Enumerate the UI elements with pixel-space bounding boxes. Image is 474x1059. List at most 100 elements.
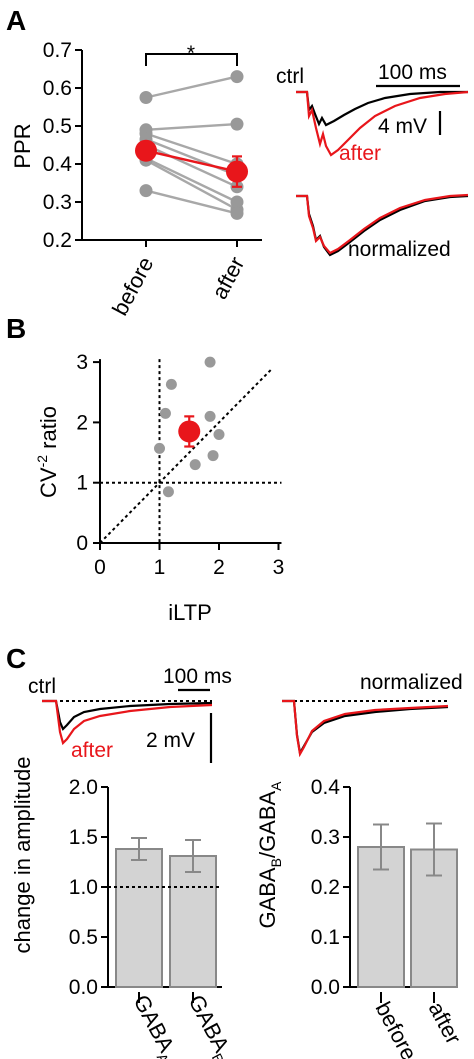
ppr-mean-line [145, 149, 238, 173]
ratio-y-tick-label: 0.4 [311, 776, 341, 799]
ppr-label-time-scale: 100 ms [378, 61, 447, 84]
ppr-pair-line [145, 132, 238, 166]
gaba-b-category-label: GABAB [180, 991, 239, 1059]
ref-line-identity [99, 367, 274, 544]
panel-letter-a: A [6, 5, 26, 36]
cv-data-point [165, 378, 177, 390]
cv-mean-point [178, 420, 201, 443]
ratio-y-tick-label: 0.1 [311, 926, 340, 949]
ppr-x-tick-label: after [207, 253, 250, 304]
change-amplitude-chart: 0.0 0.5 1.0 1.5 2.0 [69, 776, 222, 1003]
ppr-pair-line [145, 143, 238, 188]
cv-y-tick-label: 2 [76, 411, 88, 434]
ratio-x-tick-label: after [424, 998, 467, 1049]
gaba-a-category-label: GABAA [125, 991, 184, 1059]
cv-data-point [154, 442, 165, 454]
amp-y-tick-label: 1.0 [69, 876, 98, 899]
amp-y-tick-label: 0.0 [69, 976, 98, 999]
ppr-traces [296, 84, 469, 257]
ppr-pair-line [145, 138, 238, 177]
cv-iltp-chart: 0 1 2 3 0 1 2 3 [76, 351, 284, 579]
cv-y-tick-label: 0 [76, 532, 88, 555]
iltp-x-tick-label: 3 [273, 556, 285, 579]
ppr-y-tick-label: 0.7 [43, 39, 72, 62]
ppr-before-point [139, 184, 153, 198]
ppr-after-point [230, 117, 244, 131]
gaba-label-voltage-scale: 2 mV [146, 729, 195, 752]
gaba-ratio-chart: 0.0 0.1 0.2 0.3 0.4 before after [311, 776, 467, 1059]
svg-text:GABAB: GABAB [180, 991, 239, 1059]
gaba-ratio-s1: B [268, 858, 284, 867]
gaba-a-base: GABA [129, 991, 180, 1057]
amp-y-tick-label: 1.5 [69, 826, 98, 849]
ppr-trace-after [296, 90, 469, 157]
amp-y-tick-label: 2.0 [69, 776, 98, 799]
ppr-y-tick-label: 0.4 [43, 153, 73, 176]
ratio-y-tick-label: 0.0 [311, 976, 340, 999]
cv-ylabel-sup: -2 [34, 455, 50, 468]
gaba-ratio-slash: /GABA [255, 790, 280, 858]
gaba-ratio-s2: A [268, 781, 284, 791]
gaba-trace-normalized-ctrl [282, 699, 449, 757]
ppr-ylabel: PPR [10, 123, 35, 168]
ppr-pair-line [145, 189, 238, 215]
amp-y-tick-label: 0.5 [69, 926, 98, 949]
ppr-y-tick-label: 0.2 [43, 229, 72, 252]
ppr-label-normalized: normalized [348, 238, 451, 261]
ppr-mean-point [135, 139, 157, 162]
gaba-b-base: GABA [184, 991, 235, 1057]
iltp-xlabel: iLTP [168, 600, 212, 625]
gaba-traces-right [282, 699, 449, 758]
amp-bar [115, 848, 163, 988]
ratio-y-tick-label: 0.3 [311, 826, 340, 849]
gaba-label-normalized: normalized [360, 671, 463, 694]
gaba-ratio-b1: GABA [255, 867, 280, 928]
cv-data-point [162, 486, 174, 498]
gaba-label-time-scale: 100 ms [163, 665, 232, 688]
cv-ylabel: CV-2 ratio [34, 406, 61, 498]
iltp-x-tick-label: 2 [213, 556, 225, 579]
ppr-paired-chart: 0.2 0.3 0.4 0.5 0.6 0.7 before after [43, 39, 262, 319]
gaba-trace-normalized-after [282, 699, 449, 758]
ppr-label-voltage-scale: 4 mV [378, 115, 427, 138]
iltp-x-tick-label: 0 [94, 556, 106, 579]
ppr-y-tick-label: 0.3 [43, 191, 72, 214]
ppr-mean-point [226, 160, 248, 183]
cv-data-point [213, 428, 225, 440]
panel-letter-b: B [6, 313, 26, 344]
cv-data-point [204, 410, 216, 422]
cv-data-point [204, 356, 216, 368]
amp-bar [169, 855, 217, 988]
gaba-ratio-ylabel: GABAB/GABAA [255, 781, 284, 929]
cv-data-point [207, 450, 219, 462]
gaba-label-after: after [71, 739, 113, 762]
panel-letter-c: C [6, 643, 26, 674]
ppr-x-tick-label: before [107, 253, 158, 320]
cv-y-tick-label: 3 [76, 351, 88, 374]
cv-data-point [159, 407, 171, 419]
ratio-y-tick-label: 0.2 [311, 876, 340, 899]
ppr-significance-star: * [187, 42, 195, 65]
ppr-label-ctrl: ctrl [276, 65, 304, 88]
change-amplitude-ylabel: change in amplitude [10, 757, 35, 954]
cv-y-tick-label: 1 [76, 472, 88, 495]
ppr-before-point [139, 91, 153, 104]
gaba-trace-after [42, 699, 213, 746]
ppr-pair-line [145, 75, 238, 99]
ppr-trace-normalized-after [296, 193, 469, 255]
svg-text:GABAA: GABAA [125, 991, 184, 1059]
ppr-y-tick-label: 0.6 [43, 77, 72, 100]
cv-ylabel-base: CV [36, 467, 61, 498]
ppr-pair-line [145, 159, 238, 211]
ratio-x-tick-label: before [371, 998, 422, 1059]
gaba-traces-left [42, 688, 213, 763]
gaba-label-ctrl: ctrl [28, 675, 56, 698]
gaba-a-sub: A [154, 1051, 173, 1059]
gaba-b-sub: B [209, 1051, 228, 1059]
cv-data-point [189, 459, 201, 471]
ppr-y-tick-label: 0.5 [43, 115, 72, 138]
ppr-pair-line [145, 122, 238, 131]
ppr-after-point [230, 70, 244, 84]
ppr-significance-bracket [145, 53, 238, 66]
